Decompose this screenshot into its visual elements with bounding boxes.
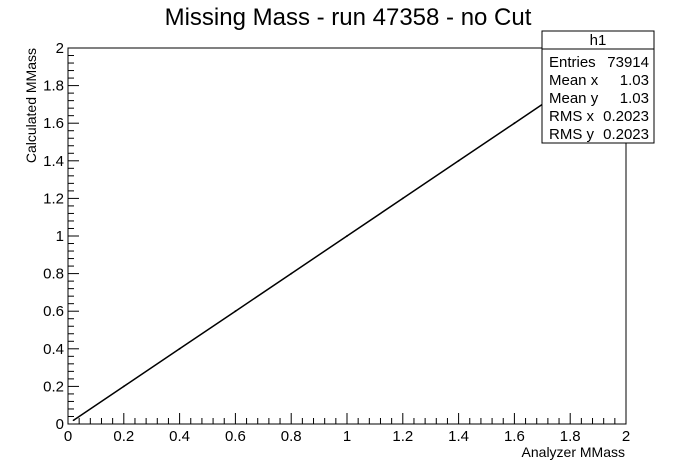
data-point [234,310,237,313]
stats-row-label: RMS x [549,108,595,125]
stats-row-label: Mean x [549,72,599,89]
y-tick-label: 1 [56,228,64,245]
data-point [178,347,181,350]
y-tick-label: 0.6 [43,303,64,320]
stats-row-value: 1.03 [620,90,649,107]
stats-row-value: 1.03 [620,72,649,89]
data-point [513,122,516,125]
stats-box-frame [541,30,655,144]
y-tick-label: 0.2 [43,378,64,395]
stats-row-label: Entries [549,54,596,71]
x-tick-label: 1.8 [560,428,581,445]
x-tick-label: 0.6 [225,428,246,445]
data-point [122,385,125,388]
y-axis-title: Calculated MMass [23,48,39,163]
data-point [457,159,460,162]
x-tick-label: 0.8 [281,428,302,445]
y-tick-label: 1.4 [43,153,64,170]
x-axis: 0 0.2 0.4 0.6 0.8 1 1.2 1.4 1.6 1.8 2 [64,413,630,445]
y-tick-label: 1.8 [43,78,64,95]
x-tick-label: 1.4 [448,428,469,445]
data-point [290,272,293,275]
y-axis: 0 0.2 0.4 0.6 0.8 1 1.2 1.4 1.6 1.8 2 [43,40,79,433]
stats-box: h1 Entries 73914 Mean x 1.03 Mean y 1.03 RMS x… [541,30,655,144]
y-tick-label: 1.2 [43,190,64,207]
stats-row-label: RMS y [549,126,595,143]
data-point [346,235,348,237]
data-point [72,419,75,422]
data-point [401,197,404,200]
y-tick-label: 0 [56,416,64,433]
x-tick-label: 1.2 [392,428,413,445]
y-tick-label: 1.6 [43,115,64,132]
stats-box-title: h1 [590,32,607,49]
x-tick-label: 2 [622,428,630,445]
stats-row-label: Mean y [549,90,599,107]
stats-row-value: 0.2023 [603,108,649,125]
x-tick-label: 1.6 [504,428,525,445]
y-tick-label: 2 [56,40,64,57]
x-tick-label: 1 [343,428,351,445]
chart-title: Missing Mass - run 47358 - no Cut [165,4,532,31]
x-tick-label: 0.4 [169,428,190,445]
y-tick-label: 0.8 [43,266,64,283]
y-tick-label: 0.4 [43,341,64,358]
x-tick-label: 0 [64,428,72,445]
x-tick-label: 0.2 [113,428,134,445]
stats-row-value: 0.2023 [603,126,649,143]
x-axis-title: Analyzer MMass [522,444,625,460]
stats-row-value: 73914 [607,54,649,71]
